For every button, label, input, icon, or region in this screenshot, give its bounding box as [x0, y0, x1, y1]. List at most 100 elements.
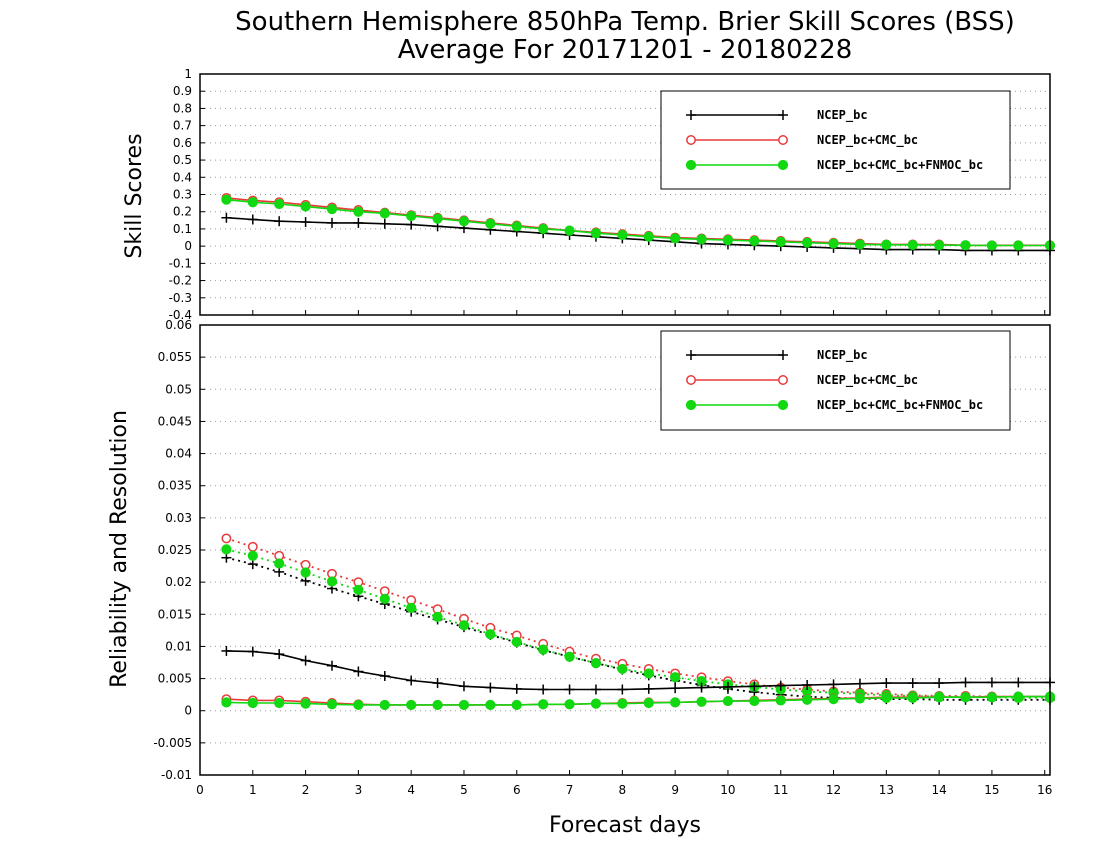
bottom-y-tick-label: 0.035 — [158, 479, 192, 493]
bottom-series-5-point — [221, 697, 232, 708]
top-y-tick-label: 0.7 — [173, 119, 192, 133]
bottom-series-2-point — [643, 668, 654, 679]
bottom-legend-label: NCEP_bc+CMC_bc — [817, 373, 918, 388]
bottom-series-5-point — [722, 695, 734, 707]
bottom-y-tick-label: 0.015 — [158, 607, 192, 621]
top-series-2-point — [326, 204, 338, 215]
bottom-series-5-point — [960, 692, 971, 703]
top-series-2-point — [300, 201, 311, 212]
top-legend-label: NCEP_bc — [817, 108, 868, 123]
bottom-series-5-point — [828, 694, 839, 705]
top-series-2-point — [274, 198, 285, 210]
bottom-y-tick-label: 0.055 — [158, 350, 192, 364]
top-legend-marker-left — [686, 135, 696, 145]
bottom-series-5-point — [696, 696, 707, 707]
bottom-legend-marker-right — [777, 399, 789, 411]
top-series-2-point — [881, 239, 892, 250]
bottom-legend-marker-left — [686, 375, 696, 385]
chart-subtitle: Average For 20171201 - 20180228 — [398, 35, 853, 65]
bottom-panel: -0.01 -0.005 0 0.005 0.01 0.015 0.02 0.025 0.03 0… — [153, 318, 1056, 797]
bottom-x-tick-label: 12 — [826, 783, 841, 797]
top-series-2-point — [696, 234, 707, 245]
bottom-series-5-point — [432, 699, 443, 711]
bottom-legend-label: NCEP_bc+CMC_bc+FNMOC_bc — [817, 398, 983, 413]
top-y-tick-label: 0.4 — [173, 170, 192, 184]
bottom-series-2-point — [353, 584, 364, 595]
x-axis-label: Forecast days — [549, 813, 701, 838]
bottom-x-tick-label: 10 — [720, 783, 735, 797]
top-y-tick-label: 0.2 — [173, 205, 192, 219]
top-series-2-point — [247, 197, 258, 208]
bottom-series-2-point — [406, 602, 417, 613]
bottom-series-5-point — [538, 699, 549, 710]
bottom-x-tick-label: 15 — [984, 783, 999, 797]
bottom-x-tick-label: 13 — [879, 783, 894, 797]
bottom-series-5-point — [643, 697, 654, 709]
top-series-2-point — [590, 228, 602, 239]
bottom-x-tick-label: 3 — [355, 783, 363, 797]
top-y-tick-label: 0.9 — [173, 84, 192, 98]
bottom-y-tick-label: 0.01 — [165, 639, 192, 653]
top-series-2-point — [353, 206, 364, 217]
top-series-2-point — [617, 229, 628, 241]
top-legend-label: NCEP_bc+CMC_bc+FNMOC_bc — [817, 158, 983, 173]
bottom-series-5-point — [907, 692, 918, 703]
bottom-series-5-point — [1013, 691, 1024, 702]
top-series-2-point — [564, 225, 575, 236]
bottom-series-5-point — [379, 699, 390, 711]
bottom-x-tick-label: 11 — [773, 783, 788, 797]
bottom-y-tick-label: -0.01 — [161, 768, 192, 782]
bottom-legend-marker-left — [685, 399, 697, 411]
bottom-series-line-2 — [226, 548, 1050, 699]
bottom-series-5-point — [590, 698, 602, 709]
bottom-series-2-point — [274, 558, 285, 569]
bottom-series-2-point — [432, 611, 443, 622]
bottom-series-5-point — [802, 694, 813, 705]
top-series-2-point — [221, 194, 232, 205]
top-series-2-point — [458, 216, 470, 227]
bottom-series-5-point — [617, 698, 628, 709]
bottom-x-tick-label: 1 — [249, 783, 257, 797]
bottom-series-5-point — [300, 698, 311, 709]
bottom-y-axis-label: Reliability and Resolution — [107, 410, 132, 688]
bottom-series-1-point — [221, 533, 232, 544]
top-legend-marker-left — [685, 159, 697, 171]
bottom-x-tick-label: 7 — [566, 783, 574, 797]
bottom-series-5-point — [986, 692, 998, 703]
top-y-tick-label: -0.4 — [169, 308, 192, 322]
bottom-series-5-point — [511, 699, 522, 711]
top-y-tick-label: -0.1 — [169, 256, 192, 270]
top-series-2-point — [907, 239, 918, 251]
bottom-y-tick-label: 0.045 — [158, 414, 192, 428]
bottom-series-2-point — [590, 658, 602, 669]
bottom-series-5-point — [670, 697, 681, 708]
bottom-series-2-point — [326, 576, 338, 587]
bottom-series-5-point — [775, 695, 786, 706]
top-series-2-point — [986, 240, 998, 251]
bottom-series-2-point — [538, 644, 549, 655]
top-series-2-point — [538, 223, 549, 235]
bottom-legend-label: NCEP_bc — [817, 348, 868, 363]
bottom-series-5-point — [934, 692, 945, 703]
top-series-2-point — [722, 235, 734, 246]
bottom-y-tick-label: -0.005 — [153, 736, 192, 750]
bottom-y-tick-label: 0.025 — [158, 543, 192, 557]
bottom-series-5-point — [406, 699, 417, 711]
bottom-y-tick-label: 0.05 — [165, 382, 192, 396]
top-plot-frame — [199, 73, 1051, 316]
bottom-x-tick-label: 14 — [931, 783, 946, 797]
top-series-2-point — [406, 210, 417, 222]
bottom-series-5-point — [326, 699, 338, 710]
bottom-y-tick-label: 0.005 — [158, 672, 192, 686]
bottom-y-tick-label: 0.06 — [165, 318, 192, 332]
bottom-series-1-point — [247, 541, 258, 552]
bottom-legend-marker-right — [778, 375, 788, 385]
bottom-x-tick-label: 4 — [407, 783, 415, 797]
top-series-2-point — [511, 221, 522, 232]
top-y-tick-label: -0.2 — [169, 274, 192, 288]
bottom-series-5-point — [485, 699, 496, 711]
top-y-tick-label: 0.8 — [173, 101, 192, 115]
top-series-2-point — [643, 231, 654, 242]
bottom-series-2-point — [247, 550, 258, 561]
